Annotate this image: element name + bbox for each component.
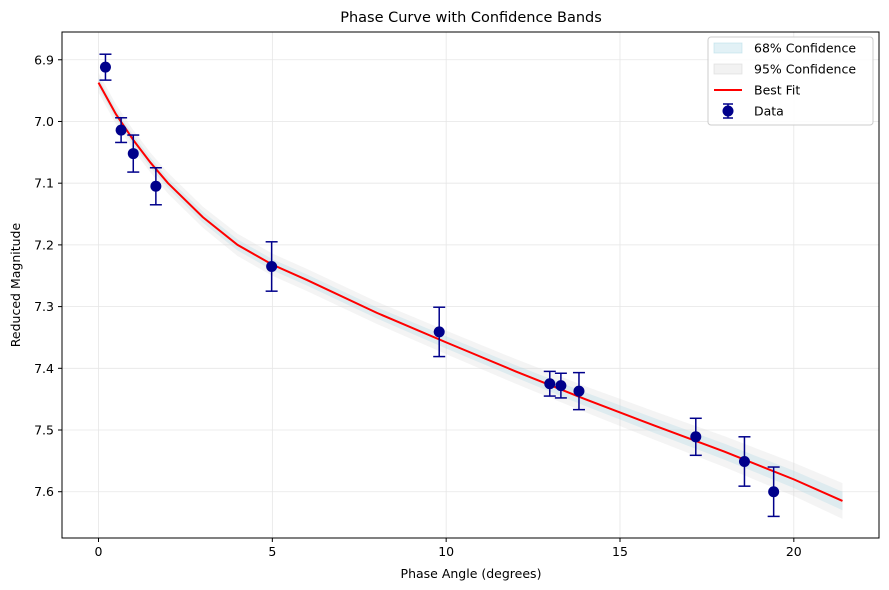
data-point [149, 167, 162, 206]
legend-item: 95% Confidence [713, 62, 856, 77]
legend-label: 68% Confidence [754, 41, 856, 56]
data-marker [573, 385, 585, 397]
y-axis-ticks: 6.9 7.0 7.1 7.2 7.3 7.4 7.5 7.6 [34, 52, 62, 499]
data-point [554, 372, 567, 399]
data-marker [127, 148, 139, 160]
y-tick-label: 7.0 [34, 114, 54, 129]
data-point [433, 306, 446, 358]
data-point [738, 436, 751, 487]
y-tick-label: 7.5 [34, 423, 54, 438]
y-tick-label: 7.2 [34, 237, 54, 252]
legend-swatch [713, 42, 743, 54]
data-marker [99, 61, 111, 73]
data-marker [150, 180, 162, 192]
x-tick-label: 0 [95, 544, 103, 559]
best-fit-layer [97, 82, 843, 502]
data-point [767, 466, 780, 518]
grid-lines [62, 32, 879, 538]
x-tick-label: 5 [268, 544, 276, 559]
legend-label: 95% Confidence [754, 62, 856, 77]
data-marker [738, 455, 750, 467]
data-marker [555, 380, 567, 392]
x-tick-label: 10 [438, 544, 454, 559]
band-95-confidence [98, 72, 843, 519]
y-tick-label: 7.1 [34, 176, 54, 191]
confidence-bands [98, 72, 843, 519]
legend-items: 68% Confidence 95% Confidence Best Fit Data [713, 41, 856, 119]
data-point [572, 371, 585, 411]
x-axis-ticks: 0 5 10 15 20 [95, 538, 802, 559]
x-axis-title: Phase Angle (degrees) [401, 566, 542, 581]
legend-item: Best Fit [714, 83, 800, 98]
x-tick-label: 15 [612, 544, 628, 559]
legend-marker [722, 105, 734, 117]
best-fit-line [97, 82, 843, 502]
data-point [265, 241, 278, 292]
data-marker [768, 486, 780, 498]
y-tick-label: 7.3 [34, 299, 54, 314]
data-marker [266, 260, 278, 272]
data-point [689, 417, 702, 457]
legend-item: Data [722, 103, 784, 119]
y-axis-title: Reduced Magnitude [8, 223, 23, 348]
plot-frame [61, 31, 880, 539]
data-marker [433, 326, 445, 338]
x-tick-label: 20 [786, 544, 802, 559]
data-marker [115, 124, 127, 136]
data-marker [690, 431, 702, 443]
data-point [99, 53, 112, 81]
legend-label: Best Fit [754, 83, 800, 98]
data-points-layer [99, 53, 780, 518]
legend: 68% Confidence 95% Confidence Best Fit Data [707, 36, 874, 126]
chart-title: Phase Curve with Confidence Bands [340, 10, 602, 26]
legend-box [707, 36, 874, 126]
y-tick-label: 7.6 [34, 484, 54, 499]
legend-swatch [713, 63, 743, 75]
data-point [115, 117, 128, 144]
y-tick-label: 7.4 [34, 361, 54, 376]
data-marker [544, 378, 556, 390]
data-point [543, 370, 556, 397]
legend-label: Data [754, 104, 784, 119]
legend-item: 68% Confidence [713, 41, 856, 56]
data-point [127, 134, 140, 173]
y-tick-label: 6.9 [34, 52, 54, 67]
